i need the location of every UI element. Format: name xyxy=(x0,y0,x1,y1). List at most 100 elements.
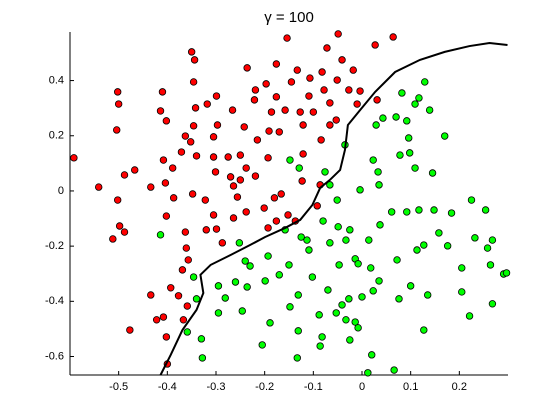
point xyxy=(294,291,302,299)
point xyxy=(275,271,283,279)
point xyxy=(272,60,281,68)
point xyxy=(488,300,497,308)
decision-boundary xyxy=(159,42,508,376)
point xyxy=(184,256,192,264)
point xyxy=(218,239,227,247)
y-tick-label: 0.4 xyxy=(49,74,64,86)
point xyxy=(502,269,511,277)
point xyxy=(298,177,306,185)
point xyxy=(131,166,139,174)
point xyxy=(241,257,249,265)
point xyxy=(126,326,134,334)
point xyxy=(316,342,324,350)
point xyxy=(403,208,411,216)
point xyxy=(209,153,218,161)
point xyxy=(332,309,340,317)
point xyxy=(211,168,220,176)
point xyxy=(443,242,452,250)
y-tick-label: 0 xyxy=(58,185,64,197)
point xyxy=(395,295,403,303)
point xyxy=(169,194,178,202)
point xyxy=(346,336,354,344)
x-tick-label: -0.4 xyxy=(158,381,177,393)
point xyxy=(158,88,167,96)
point xyxy=(375,181,383,189)
point xyxy=(358,293,366,301)
point xyxy=(354,324,362,332)
point xyxy=(238,307,246,315)
point xyxy=(308,273,317,281)
point xyxy=(349,66,357,74)
point xyxy=(313,202,321,210)
point xyxy=(260,204,268,212)
point xyxy=(379,114,387,122)
point xyxy=(356,186,364,194)
point xyxy=(326,239,334,247)
point xyxy=(458,288,466,296)
chart-title: γ = 100 xyxy=(264,9,314,26)
point xyxy=(424,291,432,299)
point xyxy=(167,284,175,292)
point xyxy=(177,148,186,156)
point xyxy=(213,121,222,129)
point xyxy=(333,196,341,204)
point xyxy=(228,106,237,114)
point xyxy=(286,303,294,311)
point xyxy=(191,104,200,112)
x-tick-label: -0.1 xyxy=(304,381,323,393)
point xyxy=(367,264,375,272)
point xyxy=(488,236,497,244)
point xyxy=(372,121,380,129)
point xyxy=(243,283,251,291)
y-tick-label: 0.2 xyxy=(49,130,64,142)
point xyxy=(415,94,423,102)
point xyxy=(272,93,281,101)
point xyxy=(411,164,419,172)
point xyxy=(113,88,122,96)
point xyxy=(187,48,196,56)
point xyxy=(236,151,245,159)
point xyxy=(293,66,301,74)
point xyxy=(324,286,332,294)
point xyxy=(420,241,428,249)
point xyxy=(229,182,238,190)
y-tick-label: -0.6 xyxy=(45,350,64,362)
point xyxy=(264,224,272,232)
point xyxy=(481,206,490,214)
point xyxy=(305,246,313,254)
point xyxy=(236,176,245,184)
point xyxy=(214,309,223,317)
point xyxy=(113,126,121,134)
point xyxy=(390,366,398,374)
point xyxy=(356,87,364,95)
point xyxy=(192,295,201,303)
point xyxy=(335,261,343,269)
point xyxy=(364,369,372,377)
point xyxy=(120,171,129,179)
point xyxy=(115,222,124,230)
point xyxy=(320,86,328,94)
point xyxy=(338,56,346,64)
point xyxy=(253,136,262,144)
point xyxy=(251,172,260,180)
point xyxy=(251,86,260,94)
x-tick-label: 0.1 xyxy=(403,381,418,393)
point xyxy=(265,127,273,135)
point xyxy=(405,149,414,157)
point xyxy=(373,96,381,104)
point xyxy=(353,100,361,108)
point xyxy=(212,225,221,233)
point xyxy=(333,76,341,84)
point xyxy=(224,153,232,161)
point xyxy=(351,318,359,326)
point xyxy=(198,354,207,362)
point xyxy=(465,312,474,320)
point xyxy=(272,217,281,225)
point xyxy=(294,327,302,335)
point xyxy=(113,196,122,204)
point xyxy=(147,183,155,191)
point xyxy=(447,209,456,217)
point xyxy=(405,134,413,142)
point xyxy=(275,128,283,136)
point xyxy=(267,108,276,116)
